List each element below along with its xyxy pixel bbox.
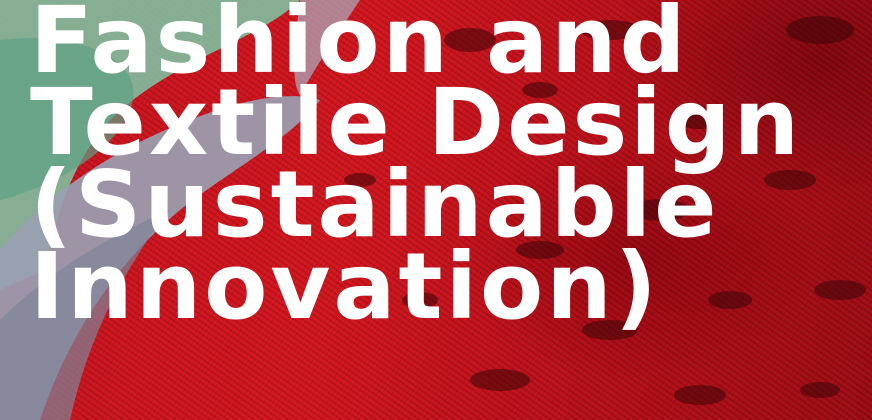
title-line-1: Fashion and (30, 0, 689, 94)
title-line-2: Textile Design (30, 69, 803, 176)
page-title: Fashion and Textile Design (Sustainable … (30, 0, 870, 340)
title-line-3: (Sustainable (30, 151, 720, 258)
title-line-4: Innovation) (30, 233, 660, 340)
